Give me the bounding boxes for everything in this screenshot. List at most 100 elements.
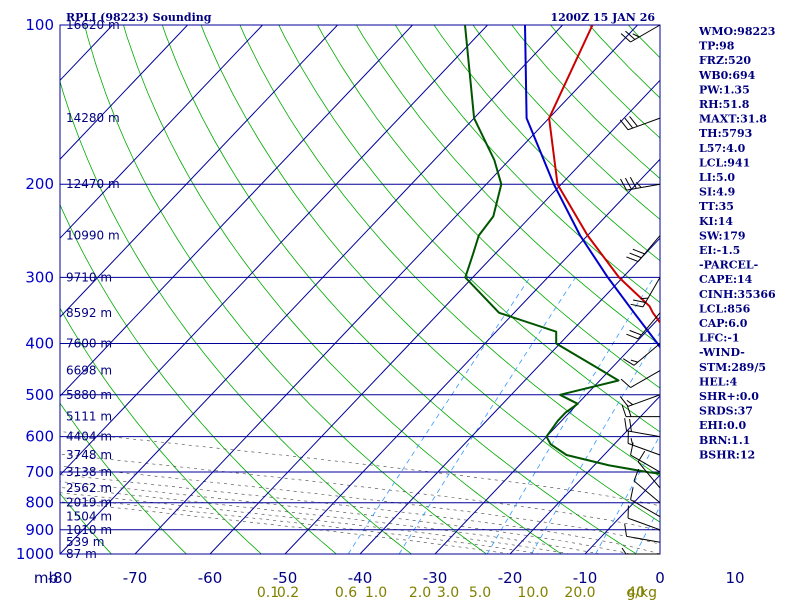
index-item: CAPE:14 xyxy=(699,273,753,286)
temperature-tick-label: -70 xyxy=(123,569,148,587)
wind-barb xyxy=(633,468,661,504)
height-label: 539 m xyxy=(66,535,104,549)
wind-barb xyxy=(620,177,661,191)
height-label: 1010 m xyxy=(66,523,112,537)
isotherm-line xyxy=(509,395,660,554)
mixing-ratio-unit-label: g/kg xyxy=(626,585,657,600)
height-label: 2562 m xyxy=(66,481,112,495)
moist-adiabat-line xyxy=(780,184,800,554)
dry-adiabat-line xyxy=(588,25,660,99)
isotherm-line xyxy=(60,25,488,476)
dry-adiabat-line xyxy=(60,307,262,554)
index-item: TT:35 xyxy=(699,200,734,213)
dry-adiabat-line xyxy=(84,25,488,554)
mixing-ratio-lines xyxy=(347,277,660,554)
isotherm-line xyxy=(60,25,413,397)
mixing-ratio-tick-label: 1.0 xyxy=(365,585,387,600)
isotherm-line xyxy=(209,79,660,554)
parcel-trace xyxy=(524,25,660,349)
height-label: 87 m xyxy=(66,547,97,561)
mixing-ratio-tick-label: 10.0 xyxy=(517,585,548,600)
wind-barb xyxy=(624,523,661,543)
index-item: WMO:98223 xyxy=(698,25,775,38)
plot-frame xyxy=(59,24,661,555)
index-item: BRN:1.1 xyxy=(699,434,750,447)
height-label: 6698 m xyxy=(66,364,112,378)
index-item: HEL:4 xyxy=(699,375,738,388)
temperature-tick-label: 0 xyxy=(655,569,665,587)
mixing-ratio-line xyxy=(531,331,660,554)
wind-barb xyxy=(621,547,660,555)
pressure-tick-label: 400 xyxy=(25,334,54,352)
dry-adiabat-line xyxy=(161,25,638,554)
height-label: 9710 m xyxy=(66,270,112,284)
index-item: -PARCEL- xyxy=(699,259,758,272)
isotherms xyxy=(60,25,660,554)
wind-barb xyxy=(620,24,661,43)
index-item: CAP:6.0 xyxy=(699,317,748,330)
isotherm-line xyxy=(60,25,188,160)
index-item: TH:5793 xyxy=(699,127,752,140)
isotherm-line xyxy=(434,316,660,554)
wind-barb xyxy=(630,487,661,518)
height-label: 16620 m xyxy=(66,18,120,32)
height-label: 3748 m xyxy=(66,448,112,462)
pressure-tick-label: 300 xyxy=(25,268,54,286)
mixing-ratio-tick-label: 0.1 xyxy=(257,585,279,600)
pressure-tick-label: 900 xyxy=(25,521,54,539)
index-item: BSHR:12 xyxy=(699,448,755,461)
index-item: EI:-1.5 xyxy=(699,244,740,257)
dry-adiabat-line xyxy=(757,1,800,565)
mixing-ratio-tick-label: 0.6 xyxy=(335,585,357,600)
index-item: MAXT:31.8 xyxy=(699,113,767,126)
wind-barb xyxy=(619,116,661,131)
index-item: LCL:941 xyxy=(699,156,750,169)
index-item: EHI:0.0 xyxy=(699,419,746,432)
temperature-tick-label: -40 xyxy=(348,569,373,587)
pressure-tick-label: 100 xyxy=(25,16,54,34)
height-label: 12470 m xyxy=(66,177,120,191)
index-item: LFC:-1 xyxy=(699,332,740,345)
moist-adiabat-line xyxy=(60,497,541,554)
wind-barbs xyxy=(619,24,661,555)
dry-adiabat-line xyxy=(60,492,112,554)
index-item: SW:179 xyxy=(699,229,746,242)
height-label: 3138 m xyxy=(66,465,112,479)
isotherm-line xyxy=(60,25,338,318)
pressure-tick-label: 500 xyxy=(25,386,54,404)
moist-adiabat-line xyxy=(60,474,660,554)
temperature-tick-label: -80 xyxy=(48,569,73,587)
dry-adiabat-line xyxy=(239,25,660,478)
dry-adiabats xyxy=(60,1,800,565)
height-label: 8592 m xyxy=(66,306,112,320)
index-item: STM:289/5 xyxy=(699,361,766,374)
dewpoint-trace xyxy=(464,25,660,475)
isotherm-line xyxy=(359,237,660,554)
index-item: FRZ:520 xyxy=(699,54,751,67)
index-item: SI:4.9 xyxy=(699,186,735,199)
temperature-tick-label: -50 xyxy=(273,569,298,587)
dry-adiabat-line xyxy=(355,25,660,346)
dry-adiabat-line xyxy=(794,1,800,565)
wind-barb xyxy=(619,394,661,407)
index-item: KI:14 xyxy=(699,215,733,228)
index-item: SHR+:0.0 xyxy=(699,390,759,403)
dry-adiabat-line xyxy=(511,25,660,180)
temperature-tick-label: -60 xyxy=(198,569,223,587)
wind-barb xyxy=(626,312,661,340)
pressure-tick-label: 200 xyxy=(25,175,54,193)
index-item: WB0:694 xyxy=(698,69,756,82)
wind-barb xyxy=(630,277,661,308)
mixing-ratio-line xyxy=(398,277,576,554)
height-label: 2019 m xyxy=(66,496,112,510)
height-label: 4404 m xyxy=(66,430,112,444)
height-label: 5111 m xyxy=(66,410,112,424)
wind-barb xyxy=(624,418,661,438)
temperature-tick-label: -30 xyxy=(423,569,448,587)
pressure-tick-label: 800 xyxy=(25,494,54,512)
dry-adiabat-line xyxy=(60,203,338,554)
isotherm-line xyxy=(60,25,563,554)
dry-adiabat-line xyxy=(433,25,660,262)
